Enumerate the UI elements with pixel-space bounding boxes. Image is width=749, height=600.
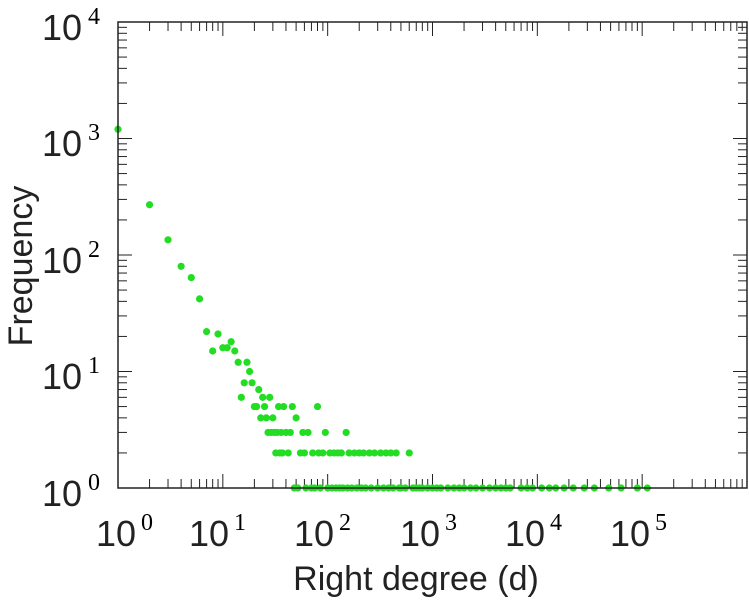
data-point xyxy=(245,367,254,376)
plot-frame xyxy=(117,21,748,489)
data-point xyxy=(365,449,373,457)
x-tick-label: 10 xyxy=(189,513,229,554)
x-tick-label: 10 xyxy=(505,513,545,554)
data-point xyxy=(237,393,245,401)
data-point xyxy=(288,402,296,411)
data-point xyxy=(313,402,322,411)
data-point xyxy=(345,449,353,457)
data-point xyxy=(309,449,317,457)
data-point xyxy=(300,449,309,457)
y-tick-exponent: 2 xyxy=(88,237,100,263)
x-tick-exponent: 3 xyxy=(445,510,457,536)
x-tick-exponent: 2 xyxy=(339,510,351,536)
x-tick-label: 10 xyxy=(294,513,334,554)
x-tick-label: 10 xyxy=(400,513,440,554)
data-point xyxy=(177,262,185,270)
y-tick-exponent: 0 xyxy=(88,470,100,496)
data-point xyxy=(359,449,368,457)
x-tick-exponent: 5 xyxy=(655,510,667,536)
data-points xyxy=(114,125,651,492)
data-point xyxy=(257,414,265,422)
data-point xyxy=(223,344,231,352)
data-point xyxy=(319,449,327,457)
data-point xyxy=(321,428,329,437)
data-point xyxy=(274,402,283,411)
x-tick-label: 10 xyxy=(610,513,650,554)
data-point xyxy=(342,428,350,437)
data-point xyxy=(195,295,204,303)
data-point xyxy=(405,449,413,457)
x-tick-label: 10 xyxy=(96,513,136,554)
data-point xyxy=(202,328,211,336)
x-tick-exponent: 4 xyxy=(550,510,562,536)
data-point xyxy=(255,385,263,394)
data-point xyxy=(234,358,242,366)
data-point xyxy=(286,428,294,437)
y-tick-label: 10 xyxy=(42,7,82,48)
y-tick-label: 10 xyxy=(42,240,82,281)
data-point xyxy=(260,402,269,411)
data-point xyxy=(278,449,286,457)
data-point xyxy=(304,428,312,437)
x-axis-label: Right degree (d) xyxy=(293,560,539,598)
y-tick-exponent: 3 xyxy=(88,120,100,146)
data-point xyxy=(392,449,400,457)
data-point xyxy=(262,414,270,422)
data-point xyxy=(299,428,307,437)
x-tick-exponent: 0 xyxy=(141,510,153,536)
y-tick-label: 10 xyxy=(42,123,82,164)
data-point xyxy=(337,449,345,457)
data-point xyxy=(209,347,217,355)
data-point xyxy=(377,449,385,457)
data-point xyxy=(243,358,251,366)
y-axis-label: Frequency xyxy=(2,186,40,347)
data-point xyxy=(187,273,195,282)
data-point xyxy=(269,414,277,422)
data-point xyxy=(387,449,395,457)
data-point xyxy=(231,347,239,355)
data-point xyxy=(227,338,235,346)
data-point xyxy=(280,402,288,411)
data-point xyxy=(240,379,248,387)
data-point xyxy=(259,393,267,401)
data-point xyxy=(292,414,300,422)
y-tick-label: 10 xyxy=(42,473,82,514)
data-point xyxy=(253,402,261,411)
data-point xyxy=(145,201,154,209)
data-point xyxy=(370,449,379,457)
data-point xyxy=(266,393,274,401)
data-point xyxy=(164,236,172,244)
y-tick-exponent: 4 xyxy=(88,4,100,30)
y-tick-label: 10 xyxy=(42,356,82,397)
data-point xyxy=(284,449,292,457)
axis-ticks xyxy=(118,22,747,488)
data-point xyxy=(214,330,222,338)
data-point xyxy=(248,379,256,387)
y-tick-exponent: 1 xyxy=(88,353,100,379)
x-tick-exponent: 1 xyxy=(234,510,246,536)
